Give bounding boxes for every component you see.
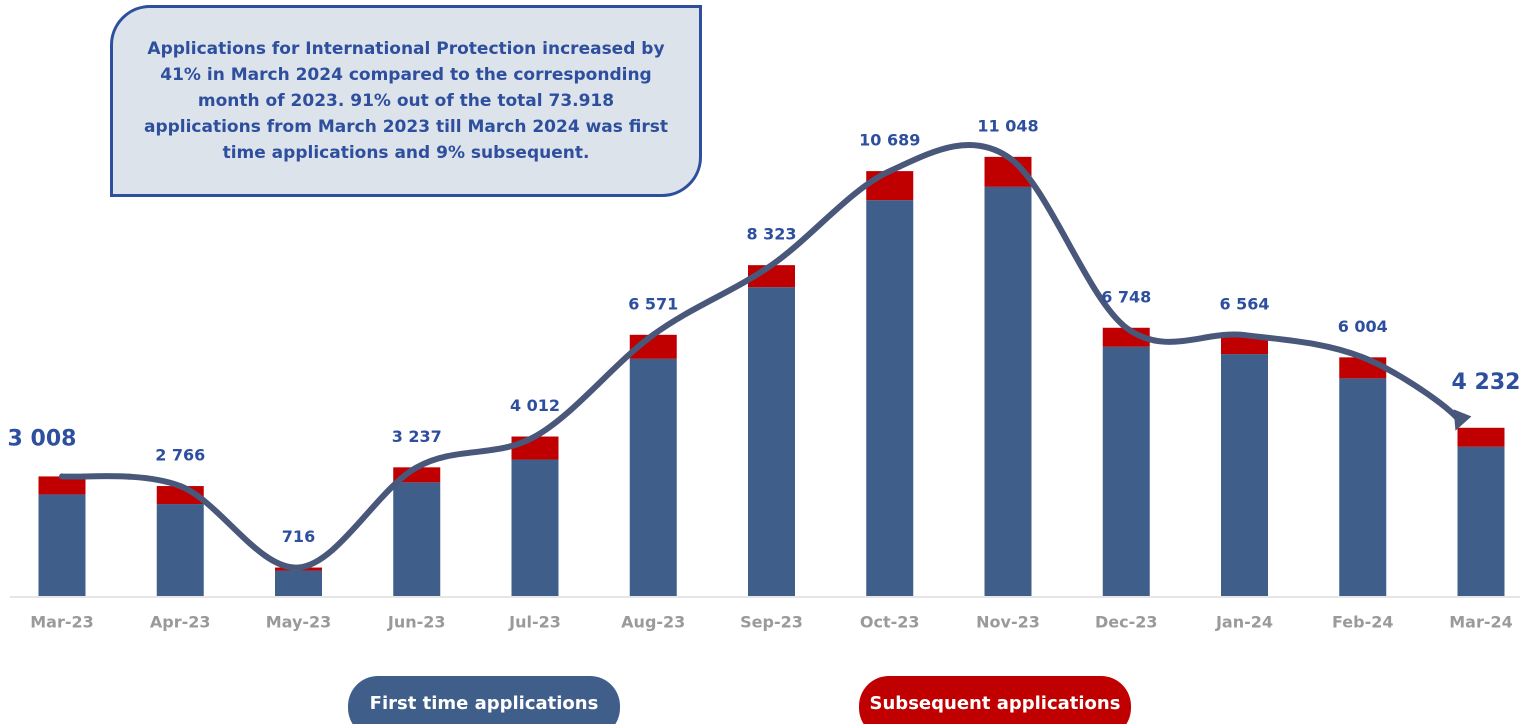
x-tick-label: Oct-23 [860, 613, 920, 632]
x-tick-label: Nov-23 [976, 613, 1040, 632]
total-line [59, 141, 1472, 571]
bar-segment [1457, 427, 1505, 447]
total-label: 2 766 [155, 446, 205, 465]
total-label: 716 [282, 527, 315, 546]
x-tick-label: Feb-24 [1332, 613, 1394, 632]
total-label: 6 748 [1101, 287, 1151, 306]
legend-swatch [348, 676, 620, 728]
x-tick-label: Apr-23 [150, 613, 211, 632]
x-tick-label: Mar-24 [1449, 613, 1513, 632]
x-tick-label: Aug-23 [621, 613, 685, 632]
total-label: 3 237 [392, 427, 442, 446]
bar-segment [393, 482, 441, 596]
bar-segment [1339, 378, 1387, 596]
bar-segment [1221, 354, 1268, 596]
total-label: 10 689 [859, 131, 920, 150]
bar-segment [1221, 335, 1268, 355]
x-tick-label: Mar-23 [30, 613, 94, 632]
total-label: 6 564 [1219, 295, 1269, 314]
x-tick-label: Dec-23 [1095, 613, 1158, 632]
legend-label: Subsequent applications [870, 693, 1121, 714]
bar-segment [1102, 346, 1150, 596]
legend-swatch [859, 676, 1131, 728]
x-tick-label: Sep-23 [740, 613, 803, 632]
total-label: 4 012 [510, 396, 560, 415]
bar-segment [275, 570, 322, 596]
total-label: 4 232 [1452, 370, 1521, 395]
bar-segment [984, 186, 1032, 596]
total-label: 6 571 [628, 294, 678, 313]
total-label: 3 008 [8, 426, 77, 451]
bar-segment [1457, 446, 1505, 596]
x-tick-label: Jul-23 [508, 613, 561, 632]
total-label: 11 048 [977, 116, 1038, 135]
total-label: 6 004 [1338, 317, 1388, 336]
bar-segment [38, 476, 86, 495]
bar-segment [629, 358, 677, 596]
bar-segment [511, 459, 559, 596]
annotation: Applications for International Protectio… [110, 5, 702, 197]
bar-segment [38, 494, 86, 596]
bar-segment [866, 171, 914, 201]
x-tick-label: Jun-23 [387, 613, 446, 632]
bar-segment [748, 287, 795, 596]
bar-segment [156, 504, 204, 596]
bar-segment [866, 200, 914, 596]
x-tick-label: Jan-24 [1215, 613, 1273, 632]
legend-label: First time applications [370, 693, 599, 714]
bar-segment [511, 436, 559, 460]
total-label: 8 323 [746, 225, 796, 244]
x-tick-label: May-23 [266, 613, 332, 632]
